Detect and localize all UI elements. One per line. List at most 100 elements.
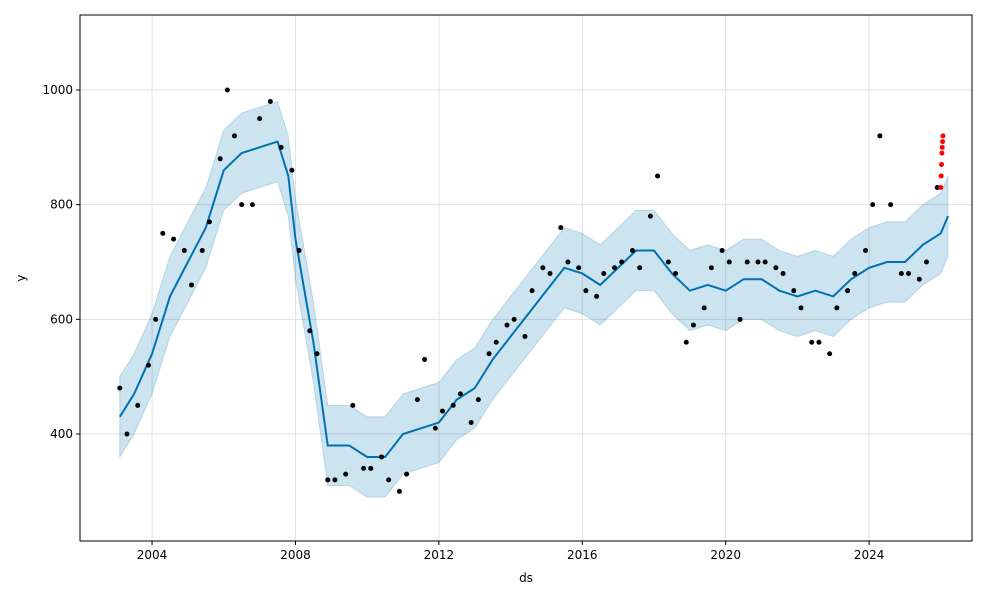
data-point xyxy=(809,339,815,345)
data-point xyxy=(673,270,679,276)
data-point xyxy=(816,339,822,345)
data-point xyxy=(762,259,768,265)
x-axis-label: ds xyxy=(519,571,533,585)
data-point xyxy=(939,150,945,156)
data-point xyxy=(938,173,944,179)
data-point xyxy=(511,316,517,322)
data-point xyxy=(834,305,840,311)
data-point xyxy=(701,305,707,311)
data-point xyxy=(450,402,456,408)
data-point xyxy=(386,477,392,483)
data-point xyxy=(189,282,194,288)
data-point xyxy=(206,219,212,225)
data-point xyxy=(396,488,402,494)
data-point xyxy=(726,259,732,265)
data-point xyxy=(791,288,797,294)
data-point xyxy=(232,133,238,139)
data-point xyxy=(239,202,245,208)
y-axis-label: y xyxy=(14,274,28,281)
data-point xyxy=(278,144,284,150)
data-point xyxy=(289,167,295,173)
data-point xyxy=(594,293,600,299)
data-point xyxy=(923,259,929,265)
data-point xyxy=(267,98,273,104)
data-point xyxy=(296,248,302,254)
x-tick-label: 2008 xyxy=(280,548,311,562)
data-point xyxy=(612,265,618,271)
data-point xyxy=(457,391,463,397)
forecast-line xyxy=(118,140,949,458)
data-point xyxy=(257,116,263,122)
x-tick-label: 2020 xyxy=(710,548,741,562)
data-point xyxy=(647,213,653,219)
data-point xyxy=(145,362,151,368)
data-point xyxy=(934,184,940,190)
data-point xyxy=(350,402,356,408)
data-point xyxy=(773,265,779,271)
data-point xyxy=(414,397,420,403)
data-point xyxy=(619,259,625,265)
data-point xyxy=(547,270,553,276)
data-point xyxy=(504,322,510,328)
data-point xyxy=(629,248,635,254)
data-point xyxy=(343,471,349,477)
data-point xyxy=(576,265,582,271)
uncertainty-band xyxy=(119,100,949,498)
data-point xyxy=(906,270,912,276)
data-point xyxy=(249,202,255,208)
data-point xyxy=(583,288,589,294)
x-tick-label: 2016 xyxy=(567,548,598,562)
data-point xyxy=(117,385,123,391)
data-point xyxy=(737,316,743,322)
plot-frame xyxy=(79,14,973,542)
data-point xyxy=(655,173,661,179)
data-point xyxy=(852,270,858,276)
data-point xyxy=(224,87,230,93)
data-point xyxy=(877,133,883,139)
data-point xyxy=(916,276,922,282)
data-point xyxy=(361,465,367,471)
data-point xyxy=(744,259,750,265)
data-point xyxy=(601,270,607,276)
x-tick-label: 2024 xyxy=(854,548,885,562)
data-point xyxy=(439,408,445,414)
data-point xyxy=(468,420,474,426)
data-point xyxy=(637,265,643,271)
data-point xyxy=(683,339,689,345)
y-tick-label: 600 xyxy=(50,312,73,326)
data-point xyxy=(939,144,945,150)
data-point xyxy=(540,265,546,271)
data-point xyxy=(432,425,438,431)
data-point xyxy=(665,259,671,265)
data-point xyxy=(314,351,320,357)
data-point xyxy=(404,471,410,477)
data-point xyxy=(160,230,166,236)
x-tick-label: 2012 xyxy=(424,548,455,562)
y-tick-label: 800 xyxy=(50,198,73,212)
data-point xyxy=(939,162,945,168)
data-point xyxy=(870,202,876,208)
data-point xyxy=(153,316,159,322)
data-point xyxy=(486,351,492,357)
data-point xyxy=(493,339,499,345)
data-point xyxy=(827,351,833,357)
data-point xyxy=(690,322,696,328)
data-point xyxy=(529,288,535,294)
data-point xyxy=(863,248,869,254)
data-point xyxy=(898,270,904,276)
y-tick-label: 1000 xyxy=(42,83,73,97)
x-tick-label: 2004 xyxy=(137,548,168,562)
data-point xyxy=(719,248,725,254)
data-point xyxy=(199,248,205,254)
data-point xyxy=(135,402,141,408)
data-point xyxy=(558,225,564,231)
data-point xyxy=(755,259,761,265)
data-point xyxy=(379,454,385,460)
data-point xyxy=(708,265,714,271)
data-point xyxy=(422,356,428,362)
data-point xyxy=(522,334,528,340)
data-point xyxy=(940,133,946,139)
y-tick-label: 400 xyxy=(50,427,73,441)
